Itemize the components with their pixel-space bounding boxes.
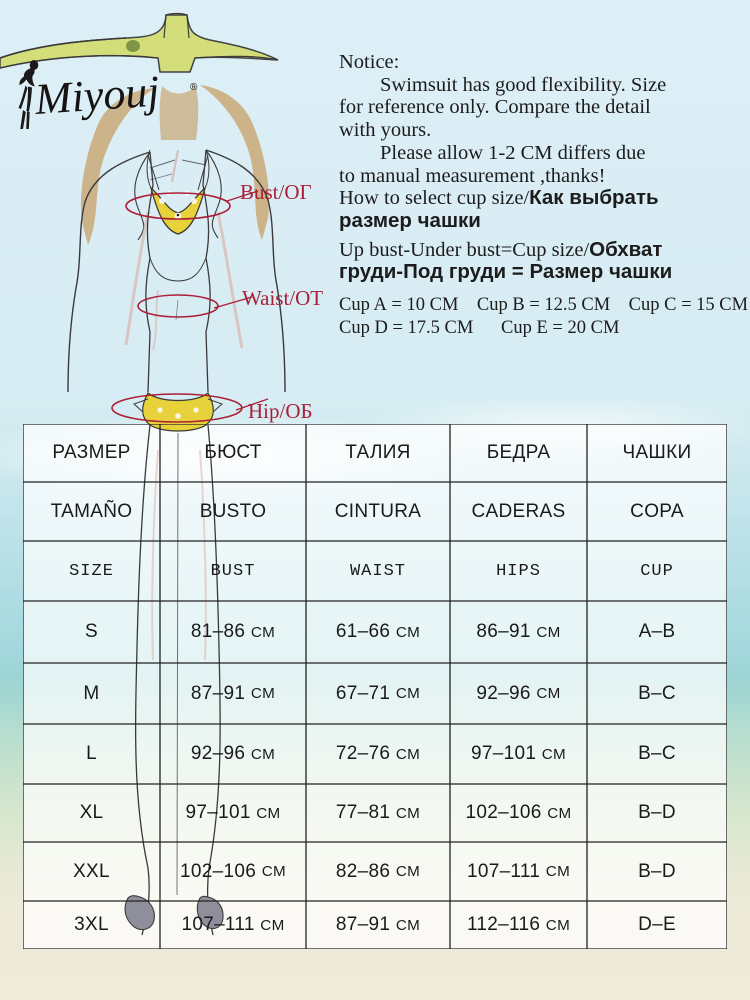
svg-text:Waist/ОТ: Waist/ОТ (242, 286, 323, 310)
svg-text:®: ® (190, 82, 198, 93)
svg-text:Miyouj: Miyouj (32, 66, 161, 124)
svg-text:Hip/ОБ: Hip/ОБ (248, 399, 313, 423)
svg-text:Bust/ОГ: Bust/ОГ (240, 180, 312, 204)
